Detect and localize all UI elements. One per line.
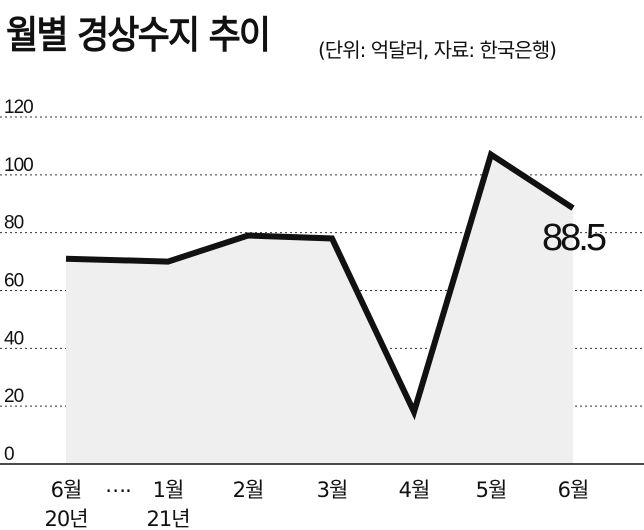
series-line xyxy=(65,149,575,421)
y-tick-label-20: 20 xyxy=(4,386,24,407)
x-tick-label-6: 6월 xyxy=(558,478,589,502)
y-tick-label-100: 100 xyxy=(4,155,33,176)
y-tick-label-0: 0 xyxy=(4,444,14,465)
area-fill xyxy=(66,154,573,464)
x-tick-label-1: 1월 xyxy=(153,478,184,502)
x-tick-label-2: 2월 xyxy=(233,478,264,502)
y-axis-ticks: 0 20 40 60 80 100 120 xyxy=(4,97,34,465)
y-tick-label-120: 120 xyxy=(4,97,33,118)
year-label-2020: 20년 xyxy=(44,507,87,530)
chart-title: 월별 경상수지 추이 xyxy=(6,13,271,57)
x-tick-label-3: 3월 xyxy=(317,478,348,502)
x-axis-labels: 6월 1월 2월 3월 4월 5월 6월 xyxy=(51,478,590,502)
x-tick-label-0: 6월 xyxy=(51,478,82,502)
y-tick-label-40: 40 xyxy=(4,328,24,349)
x-tick-label-4: 4월 xyxy=(399,478,430,502)
y-tick-label-60: 60 xyxy=(4,271,24,292)
data-label-last: 88.5 xyxy=(542,217,606,259)
year-label-2021: 21년 xyxy=(146,507,189,530)
x-axis-ellipsis: …. xyxy=(105,473,131,497)
title-row: 월별 경상수지 추이 xyxy=(6,4,292,59)
y-tick-label-80: 80 xyxy=(4,213,24,234)
x-tick-label-5: 5월 xyxy=(476,478,507,502)
chart-subtitle: (단위: 억달러, 자료: 한국은행) xyxy=(318,38,557,62)
